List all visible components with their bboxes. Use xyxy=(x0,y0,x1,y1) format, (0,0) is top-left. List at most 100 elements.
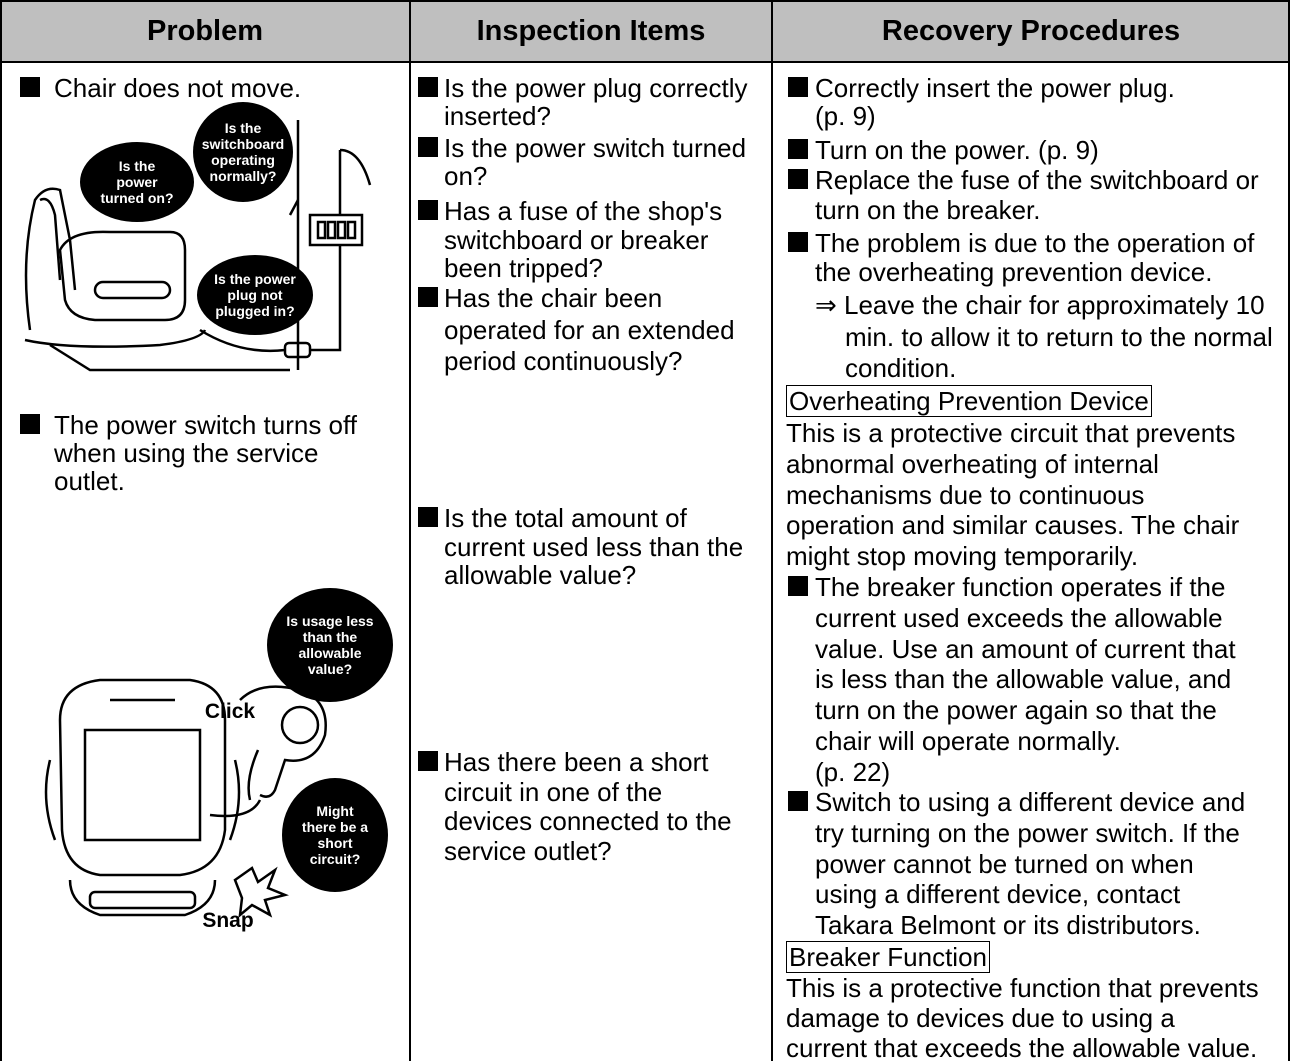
bullet xyxy=(418,751,438,771)
callout-bubble xyxy=(197,255,313,335)
cell-text: Chair does not move. xyxy=(54,73,301,103)
text-line: Is the power switch turned xyxy=(444,133,747,163)
sound-label: Click xyxy=(205,700,256,723)
callout-text: Might xyxy=(316,803,354,819)
cell-text: Takara Belmont or its distributors. xyxy=(815,910,1201,940)
bullet xyxy=(418,137,438,157)
text-line: the overheating prevention device. xyxy=(815,257,1213,287)
callout-text: circuit? xyxy=(310,851,361,867)
cell-text: The breaker function operates if the xyxy=(815,572,1225,602)
cell-text: using a different device, contact xyxy=(815,879,1180,909)
text-line: The problem is due to the operation of xyxy=(815,228,1255,258)
text-line: damage to devices due to using a xyxy=(786,1003,1175,1033)
cell-text: operated for an extended xyxy=(444,315,735,345)
callout-text: switchboard xyxy=(202,136,284,152)
column-header: Recovery Procedures xyxy=(881,15,1181,47)
cell-text: Breaker Function xyxy=(786,941,990,973)
text-line: This is a protective circuit that preven… xyxy=(786,418,1236,448)
text-line: Correctly insert the power plug. xyxy=(815,73,1175,103)
text-line: try turning on the power switch. If the xyxy=(815,817,1240,848)
callout-text: plug not xyxy=(227,287,283,303)
cell-text: Is the power plug correctly xyxy=(444,73,747,103)
cell-text: Is the total amount of xyxy=(444,503,687,533)
callout-text: Is the xyxy=(119,158,156,174)
bullet xyxy=(20,414,40,434)
cell-text: devices connected to the xyxy=(444,806,732,836)
cell-text: circuit in one of the xyxy=(444,777,662,807)
cell-text: when using the service xyxy=(54,438,318,468)
text-line: Replace the fuse of the switchboard or xyxy=(815,165,1259,195)
text-line: been tripped? xyxy=(444,253,604,283)
cell-text: Overheating Prevention Device xyxy=(786,385,1152,417)
cell-text: power cannot be turned on when xyxy=(815,849,1194,879)
column-header: Problem xyxy=(146,15,264,47)
text-line: Switch to using a different device and xyxy=(815,787,1246,817)
text-line: current that exceeds the allowable value… xyxy=(786,1033,1258,1061)
cell-text: mechanisms due to continuous xyxy=(786,480,1144,510)
cell-text: service outlet? xyxy=(444,836,612,866)
text-line: devices connected to the xyxy=(444,806,732,836)
callout-bubble xyxy=(80,142,194,222)
text-line: is less than the allowable value, and xyxy=(815,664,1232,695)
callout-text: Is usage less xyxy=(286,613,373,629)
text-line: abnormal overheating of internal xyxy=(786,448,1159,479)
cell-text: ⇒ Leave the chair for approximately 10 xyxy=(815,290,1265,320)
bullet xyxy=(788,791,808,811)
text-line: (p. 9) xyxy=(815,101,876,131)
bullet xyxy=(418,287,438,307)
cell-text: the overheating prevention device. xyxy=(815,257,1213,287)
text-line: Chair does not move. xyxy=(54,73,302,103)
text-line: Takara Belmont or its distributors. xyxy=(815,910,1201,941)
cell-text: Switch to using a different device and xyxy=(815,787,1245,817)
bullet xyxy=(788,139,808,159)
cell-text: switchboard or breaker xyxy=(444,225,708,255)
text-line: service outlet? xyxy=(444,835,612,866)
text-line: current used exceeds the allowable xyxy=(815,602,1223,633)
bullet xyxy=(418,507,438,527)
callout-bubble xyxy=(282,778,388,892)
text-line: turn on the breaker. xyxy=(815,195,1041,225)
cell-text: allowable value? xyxy=(444,560,636,590)
text-line: mechanisms due to continuous xyxy=(786,479,1145,510)
boxed-heading: Breaker Function xyxy=(786,941,990,973)
callout-bubble xyxy=(193,102,293,202)
text-line: on? xyxy=(444,161,488,191)
cell-text: is less than the allowable value, and xyxy=(815,664,1231,694)
callout-text: Is the power xyxy=(214,271,296,287)
text-line: (p. 22) xyxy=(815,756,891,787)
cell-text: Replace the fuse of the switchboard or xyxy=(815,165,1259,195)
text-line: ⇒ Leave the chair for approximately 10 xyxy=(815,290,1265,320)
cell-text: current used exceeds the allowable xyxy=(815,603,1223,633)
text-line: circuit in one of the xyxy=(444,776,663,807)
cell-text: on? xyxy=(444,161,487,191)
text-line: min. to allow it to return to the normal xyxy=(845,321,1273,352)
text-line: allowable value? xyxy=(444,560,637,590)
cell-text: damage to devices due to using a xyxy=(786,1003,1175,1033)
bullet xyxy=(20,77,40,97)
boxed-heading: Overheating Prevention Device xyxy=(786,385,1152,417)
cell-text: The power switch turns off xyxy=(54,410,357,440)
bullet xyxy=(788,576,808,596)
cell-text: operation and similar causes. The chair xyxy=(786,510,1239,540)
bullet xyxy=(788,77,808,97)
text-line: inserted? xyxy=(444,101,551,131)
text-line: switchboard or breaker xyxy=(444,224,709,255)
cell-text: turn on the power again so that the xyxy=(815,695,1217,725)
cell-text: outlet. xyxy=(54,466,125,496)
cell-text: try turning on the power switch. If the xyxy=(815,818,1240,848)
text-line: Has a fuse of the shop's xyxy=(444,196,723,226)
cell-text: value. Use an amount of current that xyxy=(815,634,1236,664)
text-line: The breaker function operates if the xyxy=(815,572,1226,602)
cell-text: min. to allow it to return to the normal xyxy=(845,322,1273,352)
text-line: operated for an extended xyxy=(444,314,735,345)
text-line: using a different device, contact xyxy=(815,879,1181,910)
text-line: turn on the power again so that the xyxy=(815,695,1217,726)
callout-text: Is the xyxy=(225,120,262,136)
callout-text: normally? xyxy=(210,168,277,184)
cell-text: inserted? xyxy=(444,101,551,131)
text-line: Has the chair been xyxy=(444,283,663,313)
text-line: Is the power plug correctly xyxy=(444,73,748,103)
text-line: Has there been a short xyxy=(444,747,709,777)
callout-text: there be a xyxy=(302,819,368,835)
